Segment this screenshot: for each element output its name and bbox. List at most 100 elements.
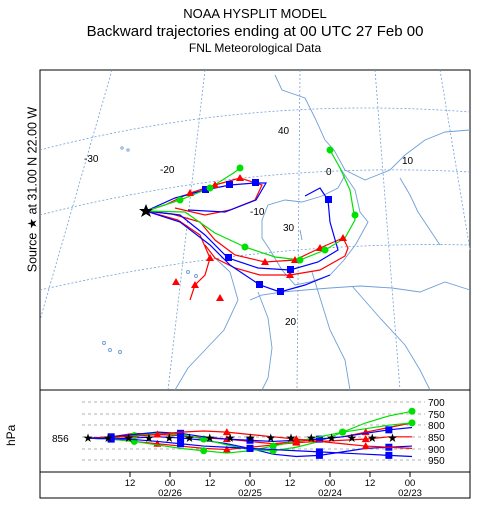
vertical-panel-frame	[39, 389, 471, 499]
hour-tick-label: 12	[285, 478, 296, 489]
map-trajectories	[145, 149, 356, 301]
vertical-axis-label: hPa	[4, 424, 18, 446]
red-triangle-marker	[286, 271, 294, 278]
source-star-icon: ★	[225, 431, 236, 445]
source-star-icon: ★	[83, 431, 94, 445]
green-circle-marker	[321, 246, 329, 254]
lat-label-40: 40	[278, 126, 290, 137]
date-tick-label: 02/25	[238, 488, 262, 499]
azores-island	[126, 148, 130, 152]
level-label-700: 700	[428, 398, 445, 409]
red-triangle-marker	[339, 234, 347, 241]
trajectory-red-south	[145, 210, 211, 301]
vertical-series-marker-green	[408, 419, 416, 427]
longitude-line-minus20	[167, 69, 206, 391]
source-star-icon: ★	[306, 431, 317, 445]
lat-label-20: 20	[285, 317, 297, 328]
longitude-line-10	[439, 69, 471, 251]
source-star-icon: ★	[103, 431, 114, 445]
red-triangle-marker	[191, 281, 199, 288]
meteorological-data-label: FNL Meteorological Data	[188, 41, 322, 55]
source-star-icon	[139, 204, 153, 217]
green-circle-marker	[351, 211, 359, 219]
level-label-800: 800	[428, 421, 445, 432]
red-triangle-marker	[236, 174, 244, 181]
green-circle-marker	[241, 243, 249, 251]
canary-island	[194, 274, 198, 278]
lat-label-30: 30	[283, 223, 295, 234]
vertical-series-marker-green	[339, 428, 347, 436]
border-algeria	[257, 291, 273, 391]
source-star-icon: ★	[347, 431, 358, 445]
canary-island	[186, 270, 190, 274]
graticule	[39, 69, 471, 391]
lon-label-minus20: -20	[160, 165, 175, 176]
hour-tick-label: 12	[365, 478, 376, 489]
green-circle-marker	[236, 164, 244, 172]
trajectory-green-arc	[145, 149, 356, 261]
vertical-series-marker-red	[153, 430, 162, 438]
blue-square-marker	[225, 254, 232, 261]
coastline-iberia	[261, 167, 369, 286]
red-triangle-marker	[216, 294, 224, 301]
date-tick-label: 02/26	[158, 488, 182, 499]
coastline-france	[274, 74, 471, 181]
hour-tick-label: 12	[205, 478, 216, 489]
vertical-series-marker-blue	[385, 426, 393, 434]
blue-square-marker	[226, 181, 233, 188]
source-star-icon: ★	[164, 431, 175, 445]
vertical-series-marker-blue	[177, 434, 185, 442]
vertical-series-line-red	[87, 430, 413, 449]
vertical-series-marker-red	[361, 435, 370, 443]
lon-label-10: 10	[402, 156, 414, 167]
vertical-series-marker-red	[222, 428, 231, 436]
trajectory-blue-south	[145, 210, 331, 293]
level-label-850: 850	[428, 433, 445, 444]
blue-square-marker	[202, 186, 209, 193]
hour-tick-label: 00	[405, 478, 416, 489]
vertical-series-marker-red	[222, 445, 231, 453]
hour-tick-label: 12	[125, 478, 136, 489]
hour-tick-label: 00	[165, 478, 176, 489]
green-circle-marker	[206, 184, 214, 192]
source-star-icon: ★	[326, 431, 337, 445]
source-level-label: 856	[52, 434, 69, 445]
vertical-series-marker-blue	[177, 429, 185, 437]
vertical-series-marker-blue	[246, 436, 254, 444]
vertical-series-marker-blue	[177, 440, 185, 448]
green-circle-marker	[176, 196, 184, 204]
azores-island	[120, 146, 124, 150]
hour-tick-label: 00	[245, 478, 256, 489]
cape-verde-island	[108, 348, 112, 352]
vertical-profile-series: ★ ★ ★ ★ ★ ★ ★ ★ ★ ★ ★ ★ ★ ★ ★ ★	[83, 407, 416, 459]
cape-verde-island	[118, 350, 122, 354]
source-star-icon: ★	[245, 431, 256, 445]
level-label-950: 950	[428, 456, 445, 467]
coastlines	[102, 74, 471, 391]
source-star-icon: ★	[286, 431, 297, 445]
vertical-series-marker-blue	[385, 451, 393, 459]
vertical-series-marker-blue	[315, 448, 323, 456]
border-libya	[351, 285, 431, 391]
level-label-750: 750	[428, 410, 445, 421]
red-triangle-marker	[261, 258, 269, 265]
source-star-icon: ★	[204, 431, 215, 445]
blue-square-marker	[256, 281, 263, 288]
red-triangle-marker	[186, 189, 194, 196]
lon-label-minus30: -30	[84, 154, 99, 165]
coastline-mediterranean	[399, 177, 441, 246]
model-title: NOAA HYSPLIT MODEL	[183, 6, 327, 21]
blue-square-marker	[277, 288, 284, 295]
latitude-line-20	[39, 244, 471, 291]
vertical-series-marker-green	[200, 447, 208, 455]
chart-title-block: NOAA HYSPLIT MODEL Backward trajectories…	[40, 6, 470, 56]
cape-verde-island	[102, 341, 106, 345]
source-star-icon: ★	[387, 431, 398, 445]
green-circle-marker	[326, 146, 334, 154]
coastline-north-africa	[249, 281, 471, 301]
longitude-line-0	[374, 69, 401, 391]
coastline-west-africa	[174, 257, 239, 391]
vertical-series-marker-green	[408, 407, 416, 415]
map-markers	[139, 146, 359, 301]
